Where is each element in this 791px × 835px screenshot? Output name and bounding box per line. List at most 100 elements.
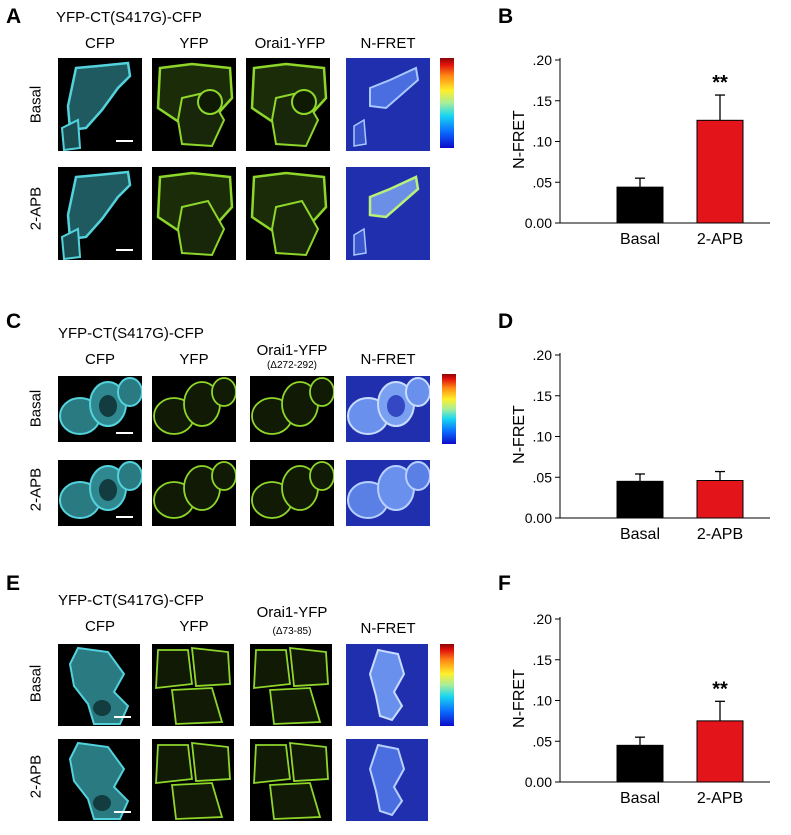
micrograph-orai1-basal-c — [250, 376, 334, 442]
y-axis-label: N-FRET — [511, 669, 528, 728]
channel-label-yfp-a: YFP — [179, 35, 209, 52]
micrograph-yfp-2apb-a — [152, 167, 236, 260]
bar-basal — [616, 480, 664, 519]
construct-label-a: YFP-CT(S417G)-CFP — [56, 9, 202, 26]
micrograph-nfret-2apb-a — [346, 167, 430, 260]
y-axis-label: N-FRET — [511, 110, 528, 169]
x-category-label: 2-APB — [697, 231, 743, 248]
micrograph-nfret-basal-c — [346, 376, 430, 442]
bar-chart-svg: 0.00 .05 .10 .15 .20 N-FRET Basal ** 2-APB — [511, 52, 770, 248]
y-tick-label: .20 — [533, 52, 553, 68]
y-tick-label: 0.00 — [525, 774, 552, 790]
color-scale-bar — [440, 644, 454, 726]
y-axis-label: N-FRET — [511, 405, 528, 464]
micrograph-orai1-2apb-c — [250, 460, 334, 526]
micrograph-cfp-basal-e — [58, 644, 140, 726]
micrograph-cfp-2apb-a — [58, 167, 142, 260]
micrograph-cfp-basal-c — [58, 376, 142, 442]
orai1-label: Orai1-YFP — [256, 604, 328, 621]
y-tick-label: .15 — [533, 93, 553, 109]
panel-letter-e: E — [6, 572, 21, 595]
scale-bar — [114, 811, 131, 813]
row-label-2apb-c: 2-APB — [27, 467, 45, 512]
color-scale-bar — [440, 58, 454, 148]
chart-b: 0.00 .05 .10 .15 .20 N-FRET Basal ** 2-APB — [508, 40, 778, 265]
construct-label-e: YFP-CT(S417G)-CFP — [58, 592, 204, 609]
bar-2apb — [696, 480, 744, 519]
panel-letter-b: B — [498, 5, 514, 28]
construct-label-c: YFP-CT(S417G)-CFP — [58, 325, 204, 342]
scale-bar — [116, 432, 133, 434]
channel-label-nfret-c: N-FRET — [360, 351, 416, 368]
bar-chart-svg: 0.00 .05 .10 .15 .20 N-FRET Basal ** 2-APB — [511, 611, 770, 807]
channel-label-yfp-c: YFP — [179, 351, 209, 368]
y-tick-label: .10 — [533, 693, 553, 709]
panel-letter-c: C — [6, 310, 22, 333]
orai1-deletion-label: (Δ272-292) — [266, 360, 318, 371]
channel-label-cfp-a: CFP — [85, 35, 115, 52]
orai1-deletion-label: (Δ73-85) — [272, 626, 312, 637]
chart-f: 0.00 .05 .10 .15 .20 N-FRET Basal ** 2-APB — [508, 599, 778, 824]
row-label-basal-c: Basal — [27, 389, 45, 428]
row-label-2apb-a: 2-APB — [27, 186, 45, 231]
row-label-basal-a: Basal — [27, 85, 45, 124]
channel-label-cfp-c: CFP — [85, 351, 115, 368]
micrograph-yfp-basal-e — [152, 644, 234, 726]
x-category-label: Basal — [620, 231, 660, 248]
micrograph-cfp-basal-a — [58, 58, 142, 151]
micrograph-yfp-2apb-e — [152, 739, 234, 821]
bar-chart-svg: 0.00 .05 .10 .15 .20 N-FRET Basal 2-APB — [511, 347, 770, 543]
channel-label-orai1-c: Orai1-YFP (Δ272-292) — [244, 342, 340, 371]
x-category-label: 2-APB — [697, 526, 743, 543]
row-label-basal-e: Basal — [27, 664, 45, 703]
bar-2apb — [696, 119, 744, 224]
micrograph-yfp-basal-c — [152, 376, 236, 442]
scale-bar — [116, 516, 133, 518]
micrograph-orai1-basal-a — [246, 58, 330, 151]
scale-bar — [114, 716, 131, 718]
bar-basal — [616, 744, 664, 783]
micrograph-yfp-basal-a — [152, 58, 236, 151]
y-tick-label: 0.00 — [525, 510, 552, 526]
micrograph-nfret-basal-e — [346, 644, 428, 726]
chart-d: 0.00 .05 .10 .15 .20 N-FRET Basal 2-APB — [508, 335, 778, 560]
micrograph-nfret-2apb-e — [346, 739, 428, 821]
panel-letter-d: D — [498, 310, 514, 333]
x-category-label: Basal — [620, 790, 660, 807]
channel-label-orai1-e: Orai1-YFP (Δ73-85) — [244, 604, 340, 637]
channel-label-nfret-a: N-FRET — [360, 35, 416, 52]
scale-bar — [116, 140, 133, 142]
panel-letter-a: A — [6, 5, 22, 28]
y-tick-label: .05 — [533, 733, 553, 749]
micrograph-cfp-2apb-e — [58, 739, 140, 821]
significance-label: ** — [712, 678, 728, 700]
y-tick-label: .05 — [533, 174, 553, 190]
x-category-label: 2-APB — [697, 790, 743, 807]
y-tick-label: .20 — [533, 347, 553, 363]
y-tick-label: .05 — [533, 469, 553, 485]
channel-label-yfp-e: YFP — [179, 618, 209, 635]
micrograph-orai1-2apb-a — [246, 167, 330, 260]
orai1-label: Orai1-YFP — [256, 342, 328, 359]
y-tick-label: .15 — [533, 388, 553, 404]
x-category-label: Basal — [620, 526, 660, 543]
panel-letter-f: F — [498, 572, 511, 595]
bar-basal — [616, 186, 664, 224]
y-tick-label: .10 — [533, 134, 553, 150]
y-tick-label: .10 — [533, 429, 553, 445]
micrograph-orai1-2apb-e — [250, 739, 332, 821]
significance-label: ** — [712, 72, 728, 94]
micrograph-nfret-2apb-c — [346, 460, 430, 526]
channel-label-orai1-a: Orai1-YFP — [254, 35, 326, 52]
micrograph-nfret-basal-a — [346, 58, 430, 151]
channel-label-cfp-e: CFP — [85, 618, 115, 635]
color-scale-bar — [442, 374, 456, 444]
micrograph-cfp-2apb-c — [58, 460, 142, 526]
y-tick-label: .20 — [533, 611, 553, 627]
y-tick-label: 0.00 — [525, 215, 552, 231]
micrograph-yfp-2apb-c — [152, 460, 236, 526]
channel-label-nfret-e: N-FRET — [360, 620, 416, 637]
row-label-2apb-e: 2-APB — [27, 754, 45, 799]
y-tick-label: .15 — [533, 652, 553, 668]
scale-bar — [116, 249, 133, 251]
